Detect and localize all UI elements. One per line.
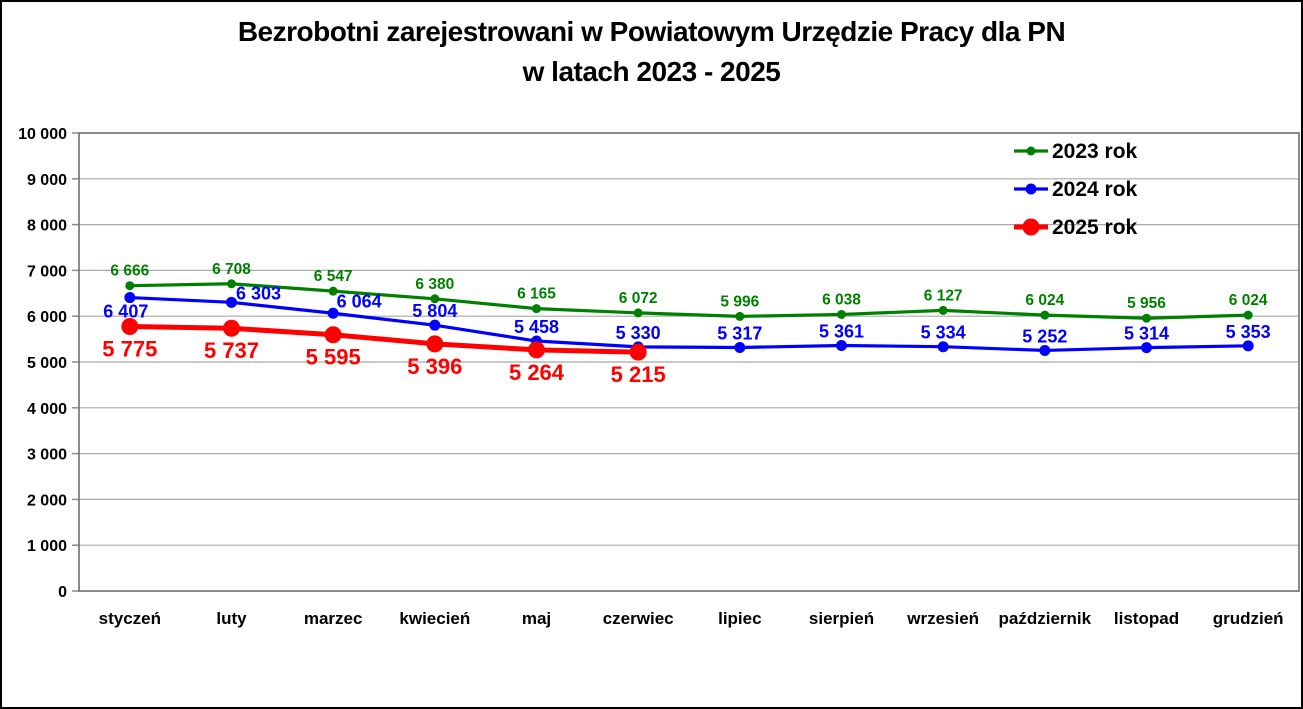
data-point-label: 6 380 bbox=[415, 276, 454, 293]
data-point-marker bbox=[836, 339, 847, 351]
data-point-label: 6 547 bbox=[314, 268, 353, 285]
data-point-label: 6 708 bbox=[212, 261, 251, 278]
chart-title-line2: w latach 2023 - 2025 bbox=[522, 56, 781, 87]
data-point-marker bbox=[528, 341, 545, 359]
data-point-marker bbox=[124, 292, 136, 304]
legend-marker bbox=[1025, 183, 1037, 195]
data-point-label: 6 407 bbox=[103, 302, 148, 322]
y-tick-label: 4 000 bbox=[27, 401, 67, 418]
data-point-label: 5 264 bbox=[509, 360, 565, 385]
data-point-marker bbox=[223, 319, 240, 337]
y-tick-label: 1 000 bbox=[27, 538, 67, 555]
y-tick-label: 7 000 bbox=[27, 263, 67, 280]
data-point-label: 5 737 bbox=[204, 338, 259, 363]
data-point-marker bbox=[1039, 344, 1051, 356]
data-point-marker bbox=[227, 279, 236, 289]
data-point-label: 5 215 bbox=[611, 362, 666, 387]
data-point-marker bbox=[226, 296, 237, 308]
data-point-label: 6 072 bbox=[619, 290, 658, 307]
x-axis-label: kwiecień bbox=[399, 609, 470, 628]
series-line-2024-rok bbox=[128, 295, 1250, 353]
series-line-2023-rok bbox=[128, 282, 1250, 320]
data-point-label: 6 064 bbox=[337, 291, 382, 311]
y-tick-label: 9 000 bbox=[27, 172, 67, 189]
data-point-label: 5 317 bbox=[717, 323, 762, 343]
data-point-label: 6 024 bbox=[1025, 292, 1064, 309]
data-point-marker bbox=[837, 309, 846, 319]
data-point-marker bbox=[629, 343, 647, 361]
data-point-label: 6 666 bbox=[110, 263, 149, 280]
x-axis-label: listopad bbox=[1114, 609, 1179, 628]
data-point-marker bbox=[324, 326, 342, 344]
legend-label: 2023 rok bbox=[1052, 140, 1138, 163]
data-point-marker bbox=[121, 318, 139, 336]
data-point-marker bbox=[328, 286, 338, 296]
data-point-label: 6 038 bbox=[822, 291, 861, 308]
data-point-marker bbox=[1242, 340, 1254, 352]
data-point-marker bbox=[430, 294, 440, 304]
data-point-label: 5 595 bbox=[306, 345, 361, 370]
x-axis-label: styczeń bbox=[99, 609, 161, 628]
y-tick-label: 10 000 bbox=[18, 126, 67, 143]
y-tick-label: 8 000 bbox=[27, 218, 67, 235]
legend-marker bbox=[1026, 146, 1036, 156]
x-axis-label: wrzesień bbox=[906, 609, 979, 628]
data-point-marker bbox=[532, 304, 541, 314]
data-point-label: 5 330 bbox=[616, 323, 661, 343]
data-point-marker bbox=[1142, 313, 1151, 323]
data-point-label: 5 956 bbox=[1127, 295, 1166, 312]
x-axis-label: czerwiec bbox=[603, 609, 674, 628]
series-line-2025-rok bbox=[127, 324, 641, 355]
legend-label: 2025 rok bbox=[1052, 216, 1138, 239]
data-point-label: 5 334 bbox=[921, 323, 966, 343]
x-axis-label: sierpień bbox=[809, 609, 874, 628]
x-axis-label: maj bbox=[522, 609, 551, 628]
data-point-label: 5 361 bbox=[819, 321, 864, 341]
data-point-label: 6 303 bbox=[236, 283, 281, 303]
data-point-label: 5 396 bbox=[407, 354, 462, 379]
data-point-label: 5 353 bbox=[1226, 322, 1271, 342]
y-tick-label: 6 000 bbox=[27, 309, 67, 326]
x-axis-label: lipiec bbox=[718, 609, 761, 628]
data-point-marker bbox=[938, 305, 948, 315]
data-point-marker bbox=[735, 311, 745, 321]
data-point-label: 6 165 bbox=[517, 286, 556, 303]
data-point-marker bbox=[1243, 310, 1253, 320]
data-point-label: 6 024 bbox=[1229, 292, 1268, 309]
y-tick-label: 2 000 bbox=[27, 492, 67, 509]
data-point-marker bbox=[734, 341, 746, 353]
chart-title: Bezrobotni zarejestrowani w Powiatowym U… bbox=[2, 12, 1301, 92]
data-point-marker bbox=[1040, 310, 1050, 320]
data-point-label: 5 458 bbox=[514, 317, 559, 337]
plot-border bbox=[78, 132, 1300, 592]
data-point-marker bbox=[937, 341, 949, 353]
data-point-marker bbox=[429, 319, 441, 331]
y-tick-label: 5 000 bbox=[27, 355, 67, 372]
data-point-label: 6 127 bbox=[924, 287, 963, 304]
data-point-label: 5 804 bbox=[412, 301, 457, 321]
x-axis-label: marzec bbox=[304, 609, 363, 628]
x-axis-label: grudzień bbox=[1213, 609, 1284, 628]
y-tick-label: 3 000 bbox=[27, 447, 67, 464]
y-tick-label: 0 bbox=[58, 584, 67, 601]
legend-label: 2024 rok bbox=[1052, 178, 1138, 201]
chart-title-line1: Bezrobotni zarejestrowani w Powiatowym U… bbox=[237, 16, 1066, 47]
data-point-label: 5 252 bbox=[1022, 326, 1067, 346]
data-point-marker bbox=[426, 335, 444, 353]
data-point-marker bbox=[327, 307, 339, 319]
data-point-marker bbox=[125, 281, 135, 291]
data-point-label: 5 314 bbox=[1124, 324, 1169, 344]
legend-marker bbox=[1022, 218, 1040, 236]
data-point-label: 5 775 bbox=[102, 337, 157, 362]
data-point-marker bbox=[633, 308, 643, 318]
x-axis-label: październik bbox=[999, 609, 1092, 628]
x-axis-label: luty bbox=[216, 609, 247, 628]
data-point-label: 5 996 bbox=[720, 293, 759, 310]
data-point-marker bbox=[1141, 342, 1152, 354]
